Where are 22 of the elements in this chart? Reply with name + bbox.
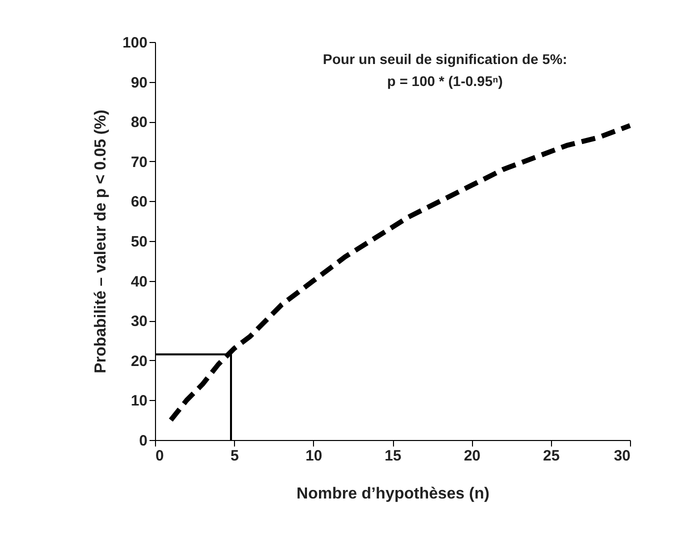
y-axis-title: Probabilité – valeur de p < 0.05 (%) [92,110,110,374]
x-tick-label: 10 [305,448,322,464]
x-tick-label: 5 [230,448,239,464]
annotation: p = 100 * (1-0.95ⁿ) [387,73,503,89]
annotation: Pour un seuil de signification de 5%: [322,51,568,67]
x-tick-label: 0 [156,448,164,464]
x-tick-label: 15 [384,448,402,464]
y-tick-label: 0 [139,432,148,450]
y-tick-label: 10 [130,392,148,410]
y-tick-label: 40 [130,273,148,290]
x-tick-label: 20 [464,448,481,464]
y-tick-label: 90 [130,74,148,92]
y-tick-label: 20 [130,352,148,370]
y-tick-label: 100 [122,34,148,52]
x-axis-title: Nombre d’hypothèses (n) [296,486,490,502]
y-tick-label: 30 [130,313,148,330]
y-tick-label: 80 [130,114,148,132]
x-tick-label: 25 [542,448,560,464]
y-tick-label: 60 [130,194,148,211]
y-tick-label: 50 [130,234,148,250]
y-tick-label: 70 [130,154,148,171]
x-tick-label: 30 [614,448,630,464]
